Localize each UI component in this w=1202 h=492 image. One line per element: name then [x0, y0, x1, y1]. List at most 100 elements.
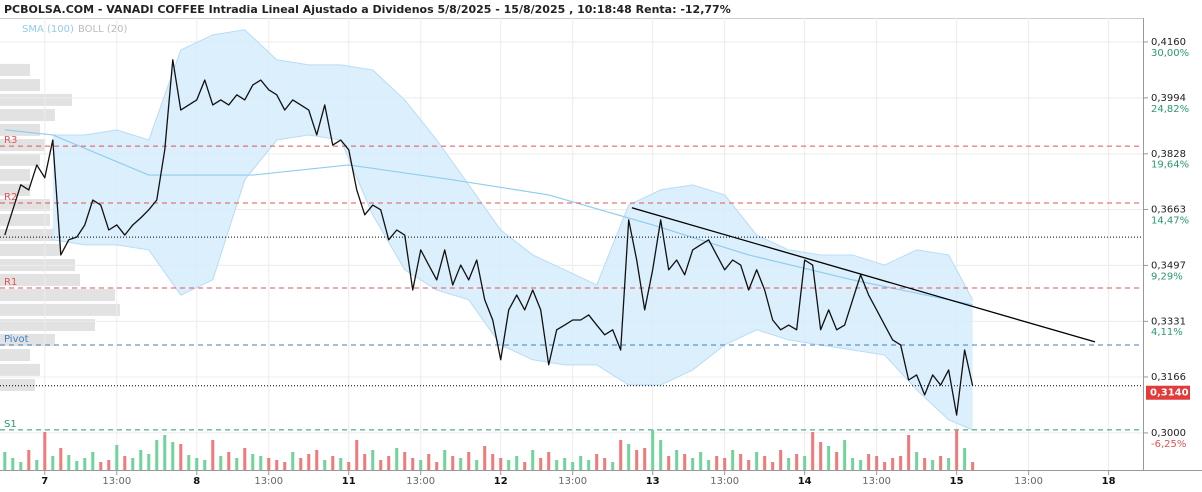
- volume-bar: [379, 460, 383, 470]
- volume-bar: [835, 452, 839, 470]
- volume-bar: [547, 452, 551, 470]
- volume-bar: [251, 454, 255, 470]
- volume-profile-bar: [0, 183, 30, 196]
- volume-bar: [99, 462, 103, 470]
- volume-bar: [699, 452, 703, 470]
- volume-bar: [491, 454, 495, 470]
- volume-bar: [259, 456, 263, 470]
- volume-bar: [27, 450, 31, 470]
- volume-bar: [387, 456, 391, 470]
- x-tick-label: 15: [950, 476, 964, 487]
- volume-bar: [163, 435, 167, 470]
- y2-tick-label: -6,25%: [1151, 439, 1186, 450]
- volume-bar: [683, 454, 687, 470]
- volume-bar: [931, 460, 935, 470]
- volume-bar: [923, 458, 927, 470]
- x-tick-label: 8: [193, 476, 200, 487]
- pivot-level-label: R1: [4, 277, 17, 288]
- volume-bar: [275, 460, 279, 470]
- volume-bar: [435, 462, 439, 470]
- pivot-level-label: R2: [4, 192, 17, 203]
- x-tick-label: 13:00: [406, 476, 435, 487]
- volume-bar: [91, 452, 95, 470]
- x-tick-label: 11: [342, 476, 356, 487]
- volume-profile-bar: [0, 379, 35, 392]
- sma-line: [4, 129, 973, 306]
- volume-bar: [507, 460, 511, 470]
- volume-profile-bar: [0, 229, 55, 242]
- y2-tick-label: 9,29%: [1151, 271, 1183, 282]
- volume-bar: [707, 460, 711, 470]
- volume-bar: [539, 458, 543, 470]
- volume-bar: [715, 456, 719, 470]
- volume-bar: [779, 450, 783, 470]
- volume-bar: [187, 455, 191, 470]
- volume-bar: [891, 458, 895, 470]
- volume-bar: [739, 454, 743, 470]
- volume-bar: [531, 450, 535, 470]
- volume-bar: [299, 458, 303, 470]
- bollinger-band: [52, 29, 973, 430]
- volume-bar: [203, 460, 207, 470]
- volume-bar: [11, 458, 15, 470]
- volume-bar: [131, 458, 135, 470]
- volume-bar: [691, 458, 695, 470]
- volume-bar: [211, 440, 215, 470]
- volume-profile-bar: [0, 363, 40, 376]
- volume-bar: [859, 460, 863, 470]
- volume-bar: [59, 448, 63, 470]
- volume-bar: [331, 456, 335, 470]
- volume-bar: [955, 430, 959, 470]
- last-price-tag: [1146, 385, 1190, 400]
- price-line: [4, 59, 974, 416]
- volume-bar: [963, 448, 967, 470]
- y-tick-label: 0,3994: [1151, 93, 1186, 104]
- volume-bar: [139, 450, 143, 470]
- volume-bar: [411, 458, 415, 470]
- volume-bar: [659, 440, 663, 470]
- pivot-level-label: Pivot: [4, 334, 29, 345]
- y2-tick-label: 19,64%: [1151, 160, 1189, 171]
- x-tick-label: 7: [41, 476, 48, 487]
- volume-bar: [827, 446, 831, 470]
- volume-bar: [283, 462, 287, 470]
- volume-bar: [771, 462, 775, 470]
- y2-tick-label: 24,82%: [1151, 104, 1189, 115]
- x-tick-label: 13:00: [102, 476, 131, 487]
- volume-bar: [171, 442, 175, 470]
- volume-bar: [971, 462, 975, 470]
- volume-bar: [347, 462, 351, 470]
- volume-bar: [243, 448, 247, 470]
- volume-bar: [395, 448, 399, 470]
- x-tick-label: 13:00: [1014, 476, 1043, 487]
- volume-bar: [819, 442, 823, 470]
- volume-profile-bar: [0, 273, 80, 286]
- volume-bar: [419, 460, 423, 470]
- y-tick-label: 0,3000: [1151, 428, 1186, 439]
- pivot-level-label: S1: [4, 419, 17, 430]
- volume-bar: [467, 452, 471, 470]
- volume-bar: [571, 462, 575, 470]
- volume-bar: [483, 446, 487, 470]
- volume-bar: [475, 460, 479, 470]
- volume-bar: [371, 450, 375, 470]
- legend-sma: SMA (100): [22, 24, 74, 35]
- y2-tick-label: 14,47%: [1151, 215, 1189, 226]
- volume-bar: [755, 452, 759, 470]
- volume-bar: [563, 458, 567, 470]
- x-tick-label: 13:00: [710, 476, 739, 487]
- volume-bar: [907, 435, 911, 470]
- x-tick-label: 13:00: [558, 476, 587, 487]
- right-axis-background: [1143, 18, 1202, 470]
- volume-bar: [75, 461, 79, 470]
- volume-bar: [811, 432, 815, 470]
- y2-tick-label: 30,00%: [1151, 48, 1189, 59]
- volume-bar: [795, 454, 799, 470]
- volume-bar: [587, 460, 591, 470]
- volume-bar: [19, 462, 23, 470]
- volume-bar: [499, 458, 503, 470]
- volume-bar: [763, 456, 767, 470]
- volume-bar: [939, 456, 943, 470]
- volume-bar: [803, 456, 807, 470]
